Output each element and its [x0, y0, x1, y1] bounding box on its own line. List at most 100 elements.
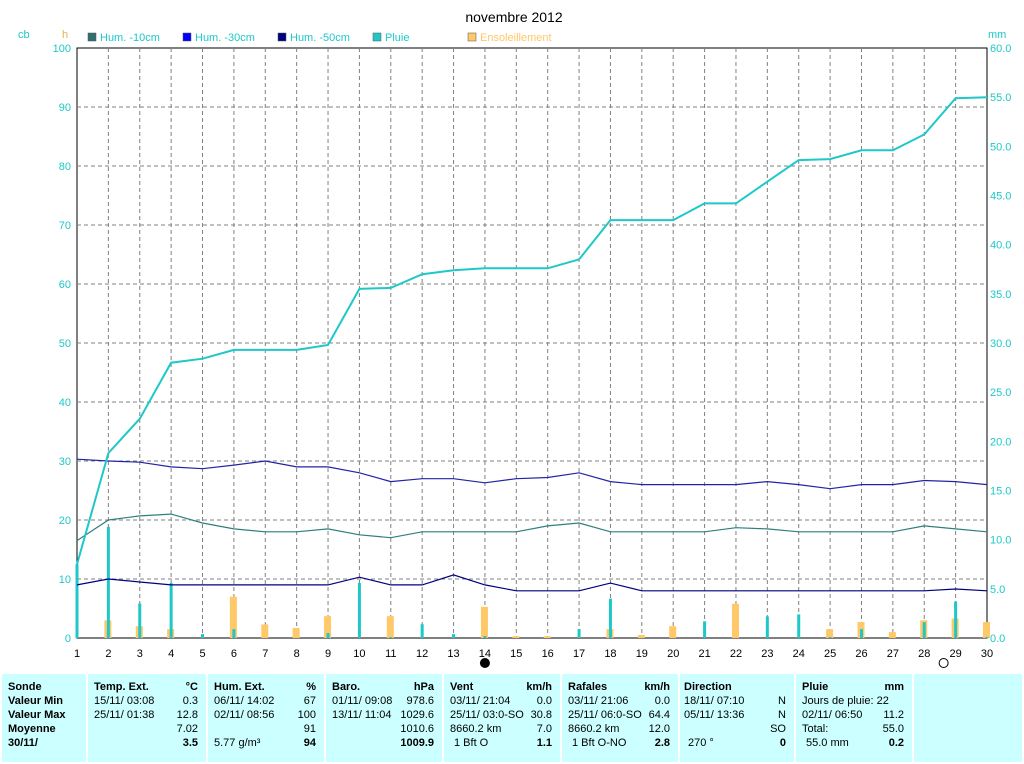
rain-bar: [859, 629, 863, 638]
legend-swatch: [277, 32, 287, 42]
legend-swatch: [87, 32, 97, 42]
rain-bar: [954, 601, 958, 638]
sonde-min-label: Valeur Min: [8, 695, 64, 707]
hum-max-val: 100: [297, 709, 316, 721]
rain-bar: [828, 637, 832, 638]
bars: [75, 526, 990, 638]
hum-moy: 91: [303, 723, 316, 735]
direction-cur: 0: [779, 737, 786, 749]
y-right-tick-label: 25.0: [990, 387, 1011, 399]
y-left-tick-label: 60: [59, 279, 71, 291]
pluie-cur: 0.2: [888, 737, 904, 749]
rain-bar: [797, 614, 801, 638]
baro-unit: hPa: [413, 681, 434, 693]
x-tick-label: 29: [949, 648, 961, 660]
temp-min-val: 0.3: [182, 695, 198, 707]
vent-bft: 1 Bft O: [454, 737, 489, 749]
y-right-tick-label: 30.0: [990, 338, 1011, 350]
sun-bar: [826, 629, 834, 638]
rain-bar: [765, 616, 769, 638]
sun-bar: [261, 624, 269, 638]
baro-moy: 1010.6: [400, 723, 434, 735]
direction-moy: SO: [770, 723, 786, 735]
x-tick-label: 23: [761, 648, 773, 660]
y-left-tick-label: 30: [59, 456, 71, 468]
temp-max-date: 25/11/ 01:38: [94, 709, 155, 721]
panel-pluie: Pluie mm Jours de pluie: 22 02/11/ 06:50…: [796, 674, 912, 762]
sun-bar: [731, 603, 739, 638]
rafales-min-val: 0.0: [654, 695, 670, 707]
y-left-tick-label: 0: [65, 633, 71, 645]
x-tick-label: 6: [231, 648, 237, 660]
pluie-title: Pluie: [802, 681, 829, 693]
sonde-max-label: Valeur Max: [8, 709, 66, 721]
pluie-max-val: 11.2: [883, 709, 904, 721]
direction-deg: 270 °: [688, 737, 714, 749]
direction-title: Direction: [684, 681, 732, 693]
hum-cur: 94: [303, 737, 316, 749]
rain-bar: [483, 636, 487, 638]
panel-baro: Baro. hPa 01/11/ 09:08 978.6 13/11/ 11:0…: [326, 674, 442, 762]
x-tick-label: 11: [385, 648, 396, 660]
rain-bar: [922, 622, 926, 638]
x-tick-label: 7: [262, 648, 268, 660]
lines: [76, 96, 988, 592]
x-tick-label: 25: [824, 648, 836, 660]
direction-min-val: N: [778, 695, 786, 707]
x-tick-label: 21: [698, 648, 710, 660]
panel-temp: Temp. Ext. °C 15/11/ 03:08 0.3 25/11/ 01…: [88, 674, 206, 762]
x-tick-label: 2: [105, 648, 111, 660]
vent-dist: 8660.2 km: [450, 723, 502, 735]
legend: Hum. -10cm Hum. -30cm Hum. -50cm Pluie Ensol…: [87, 32, 552, 44]
x-tick-label: 12: [416, 648, 428, 660]
vent-max-val: 30.8: [530, 709, 552, 721]
y-left-tick-label: 100: [53, 43, 71, 55]
y-right-tick-label: 0.0: [990, 633, 1005, 645]
pluie-cum: 55.0 mm: [806, 737, 849, 749]
panel-hum: Hum. Ext. % 06/11/ 14:02 67 02/11/ 08:56…: [208, 674, 324, 762]
hum-title: Hum. Ext.: [214, 681, 265, 693]
series-line: [76, 513, 988, 542]
x-tick-label: 4: [168, 648, 174, 660]
y-left-tick-label: 40: [59, 397, 71, 409]
sun-bar: [637, 635, 645, 638]
chart: novembre 2012 cb h mm Hum. -10cm Hum. -30…: [18, 9, 1012, 668]
hum-unit: %: [306, 681, 316, 693]
hum-min-val: 67: [303, 695, 316, 707]
sonde-moy-label: Moyenne: [8, 723, 56, 735]
sun-bar: [480, 606, 488, 638]
x-tick-label: 17: [573, 648, 585, 660]
x-tick-label: 9: [325, 648, 331, 660]
panel-empty: [914, 674, 1022, 762]
new-moon-marker: [479, 658, 490, 668]
sun-bar: [292, 627, 300, 638]
direction-min-date: 18/11/ 07:10: [684, 695, 745, 707]
vent-unit: km/h: [526, 681, 552, 693]
pluie-jours: Jours de pluie: 22: [802, 695, 889, 707]
x-tick-label: 22: [730, 648, 742, 660]
vent-min-val: 0.0: [536, 695, 552, 707]
x-tick-label: 19: [636, 648, 648, 660]
y-right-tick-label: 35.0: [990, 289, 1011, 301]
rain-bar: [106, 526, 110, 638]
x-tick-label: 3: [137, 648, 143, 660]
chart-title: novembre 2012: [465, 9, 563, 25]
baro-max-val: 1029.6: [400, 709, 434, 721]
sonde-date: 30/11/: [8, 737, 38, 749]
rafales-min-date: 03/11/ 21:06: [568, 695, 629, 707]
pluie-total-label: Total:: [802, 723, 829, 735]
left-unit-cb: cb: [18, 29, 30, 41]
axes: 0 10 20 30 40 50 60 70 80 90 100 0.0 5.0 10.0 15.0 20.0…: [53, 43, 1012, 660]
x-tick-label: 15: [510, 648, 522, 660]
legend-label: Hum. -10cm: [100, 32, 160, 44]
x-tick-label: 8: [294, 648, 300, 660]
panel-rafales: Rafales km/h 03/11/ 21:06 0.0 25/11/ 06:…: [562, 674, 678, 762]
sun-bar: [229, 596, 237, 638]
rain-bar: [608, 598, 612, 638]
x-tick-label: 16: [542, 648, 554, 660]
sun-bar: [512, 636, 520, 638]
direction-max-date: 05/11/ 13:36: [684, 709, 745, 721]
baro-min-date: 01/11/ 09:08: [332, 695, 393, 707]
temp-cur: 3.5: [182, 737, 198, 749]
direction-max-val: N: [778, 709, 786, 721]
